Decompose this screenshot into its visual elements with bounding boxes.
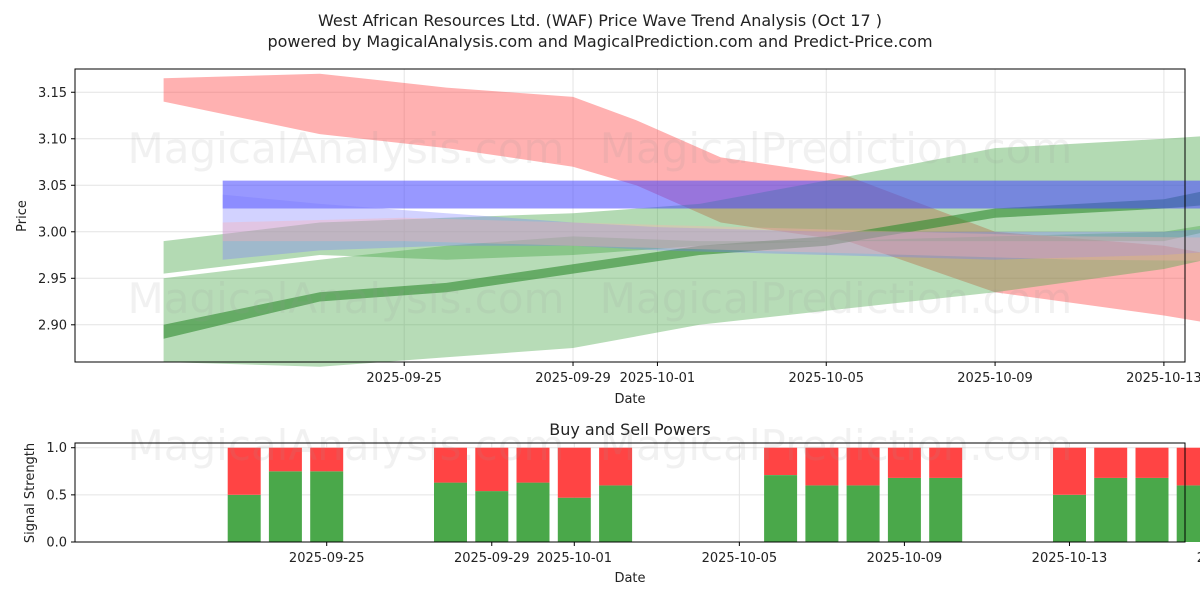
sell-bar [887,447,921,478]
sell-bar [805,447,839,486]
buy-sell-chart: Buy and Sell Powers MagicalAnalysis.com … [23,420,1200,586]
buy-sell-x-tick-label: 2025-10-09 [867,551,943,566]
price-y-tick-label: 3.10 [38,132,67,147]
sell-bar [1094,447,1128,478]
watermark-analysis-mid: MagicalAnalysis.com [128,274,565,323]
price-y-tick-label: 3.05 [38,179,67,194]
buy-bar [599,485,633,542]
buy-sell-x-ticks: 2025-09-25 2025-09-29 2025-10-01 2025-10-05… [289,542,1200,566]
buy-sell-y-axis-label: Signal Strength [23,443,38,543]
price-wave-chart: MagicalAnalysis.com MagicalPrediction.co… [15,68,1200,407]
buy-sell-x-tick-label: 2025-10-05 [702,551,778,566]
buy-bar [805,485,839,542]
sell-bar [599,447,633,486]
series-green-wave-upper [163,136,1200,274]
buy-bar [475,491,509,542]
buy-sell-y-ticks: 0.0 0.5 1.0 [46,441,75,551]
series-green-wave-lower [163,225,1200,367]
price-x-tick-label: 2025-10-09 [957,371,1033,386]
series-pink-wave [222,217,1200,261]
sell-bar [516,447,550,483]
sell-bar [557,447,591,498]
price-y-tick-label: 2.90 [38,318,67,333]
buy-bar [434,482,467,542]
sell-bar [475,447,509,492]
price-y-tick-label: 2.95 [38,272,67,287]
buy-bar [1135,477,1169,542]
buy-bar [846,485,880,542]
buy-sell-bars [227,447,1200,542]
series-blue-band [222,180,1200,209]
buy-bar [929,477,963,542]
watermark-prediction-mid: MagicalPrediction.com [600,274,1073,323]
sell-bar [310,447,344,472]
buy-bar [557,497,591,542]
buy-bar [227,494,261,542]
buy-sell-x-axis-label: Date [614,571,645,586]
price-x-axis-label: Date [614,392,645,407]
series-blue-wave [222,194,1200,260]
buy-bar [887,477,921,542]
buy-bar [310,471,344,542]
price-y-tick-label: 3.15 [38,86,67,101]
price-x-tick-label: 2025-10-01 [620,371,696,386]
buy-sell-x-tick-label: 2025-10-13 [1032,551,1108,566]
price-x-tick-label: 2025-09-25 [366,371,442,386]
buy-sell-y-tick-label: 0.5 [46,488,67,503]
sell-bar [1176,447,1200,486]
buy-sell-plot-frame [74,442,1186,543]
buy-sell-x-tick-label: 2025-09-25 [289,551,365,566]
sell-bar [764,447,798,475]
sell-bar [929,447,963,478]
price-y-tick-label: 3.00 [38,225,67,240]
watermark-analysis-bottom: MagicalAnalysis.com [128,421,565,470]
buy-sell-x-tick-label: 2025-10-01 [537,551,613,566]
buy-bar [1053,494,1086,542]
sell-bar [227,447,261,495]
price-x-tick-label: 2025-10-13 [1126,371,1200,386]
buy-sell-y-tick-label: 1.0 [46,441,67,456]
price-x-tick-label: 2025-09-29 [535,371,611,386]
chart-title-line2: powered by MagicalAnalysis.com and Magic… [267,32,932,51]
sell-bar [434,447,467,483]
sell-bar [846,447,880,486]
price-x-ticks: 2025-09-25 2025-09-29 2025-10-01 2025-10-05… [366,362,1200,386]
price-plot-frame [74,68,1186,363]
buy-bar [764,475,798,542]
price-x-tick-label: 2025-10-05 [788,371,864,386]
buy-bar [268,471,302,542]
buy-bar [1094,477,1128,542]
chart-title-line1: West African Resources Ltd. (WAF) Price … [318,11,882,30]
sell-bar [1053,447,1086,495]
buy-sell-title: Buy and Sell Powers [549,420,711,439]
price-series-layer [163,73,1200,367]
watermark-prediction-bottom: MagicalPrediction.com [600,421,1073,470]
buy-sell-y-tick-label: 0.0 [46,536,67,551]
buy-sell-x-tick-label: 2025-10-17 [1197,551,1200,566]
price-y-ticks: 2.90 2.95 3.00 3.05 3.10 3.15 [38,86,75,333]
watermark-prediction-top: MagicalPrediction.com [600,124,1073,173]
sell-bar [268,447,302,472]
sell-bar [1135,447,1169,478]
buy-bar [1176,485,1200,542]
buy-bar [516,482,550,542]
watermark-analysis-top: MagicalAnalysis.com [128,124,565,173]
price-y-axis-label: Price [15,200,30,232]
buy-sell-x-tick-label: 2025-09-29 [454,551,530,566]
